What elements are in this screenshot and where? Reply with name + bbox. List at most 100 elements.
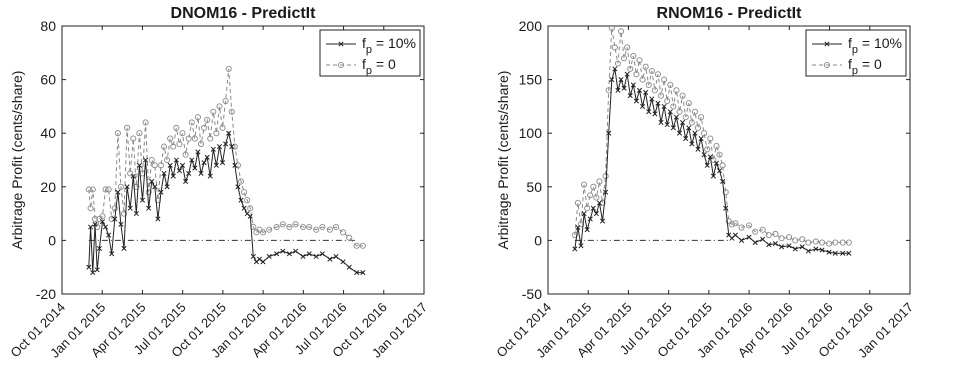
data-point	[670, 125, 676, 131]
data-point	[133, 211, 139, 217]
data-point	[120, 210, 128, 217]
data-point	[241, 189, 248, 196]
data-point	[813, 246, 819, 252]
data-point	[121, 245, 127, 251]
data-point	[587, 216, 593, 222]
data-point	[256, 256, 263, 262]
legend-swatch-marker	[823, 61, 831, 69]
data-point	[188, 119, 195, 126]
data-point	[142, 119, 149, 126]
data-point	[707, 154, 713, 160]
data-point	[197, 140, 205, 147]
y-tick-label: 60	[40, 72, 56, 88]
data-point	[645, 81, 652, 89]
data-point	[701, 130, 708, 137]
data-point	[792, 246, 798, 252]
data-point	[346, 264, 352, 270]
data-point	[602, 173, 609, 180]
data-point	[158, 189, 164, 195]
data-point	[657, 92, 665, 99]
data-point	[698, 136, 704, 142]
data-point	[596, 178, 603, 185]
data-point	[630, 82, 636, 88]
data-point	[114, 130, 121, 137]
data-point	[772, 241, 778, 247]
data-point	[673, 114, 679, 120]
data-point	[127, 170, 134, 177]
data-point	[577, 221, 585, 228]
data-point	[581, 211, 587, 217]
data-point	[198, 170, 204, 176]
data-point	[680, 119, 686, 126]
data-point	[313, 253, 319, 260]
data-point	[608, 26, 615, 32]
data-point	[237, 178, 245, 185]
data-point	[593, 211, 599, 217]
data-point	[112, 216, 118, 222]
data-point	[720, 178, 726, 184]
data-point	[590, 205, 596, 211]
data-point	[611, 44, 618, 51]
data-point	[772, 230, 779, 238]
data-point	[818, 239, 826, 246]
data-point	[621, 55, 628, 62]
data-point	[760, 236, 766, 242]
data-point	[624, 44, 631, 51]
data-point	[155, 216, 161, 222]
legend-label-rest: = 0	[372, 56, 396, 72]
data-point	[689, 141, 695, 147]
data-point	[655, 100, 661, 106]
data-point	[260, 259, 266, 265]
data-point	[210, 108, 217, 115]
y-tick-label: 50	[526, 179, 542, 195]
data-point	[713, 143, 720, 150]
data-point	[359, 242, 366, 249]
y-axis-label: Arbitrage Profit (cents/share)	[9, 71, 25, 250]
y-tick-label: 100	[519, 125, 543, 141]
data-point	[238, 197, 244, 203]
data-point	[306, 223, 313, 231]
chart-panel-dnom16: DNOM16 - PredictIt Arbitrage Profit (cent…	[7, 5, 430, 361]
data-point	[192, 165, 198, 171]
data-point	[799, 236, 806, 243]
legend-label-main: f	[362, 35, 366, 51]
data-point	[161, 170, 167, 176]
data-point	[266, 226, 273, 233]
data-point	[149, 178, 155, 184]
data-point	[581, 181, 588, 188]
legend-label-rest: = 10%	[372, 35, 416, 51]
data-point	[292, 221, 299, 228]
data-point	[812, 238, 819, 245]
data-point	[92, 221, 98, 227]
series-line-1	[88, 68, 363, 247]
data-point	[115, 189, 121, 195]
data-point	[679, 92, 686, 99]
data-point	[778, 235, 785, 242]
data-point	[826, 240, 833, 247]
data-point	[185, 135, 192, 142]
data-point	[167, 162, 173, 168]
data-point	[630, 52, 637, 60]
data-point	[250, 253, 256, 260]
legend-box	[805, 29, 907, 77]
data-point	[232, 162, 238, 168]
data-point	[279, 221, 286, 228]
data-point	[746, 234, 752, 240]
data-point	[652, 111, 658, 117]
data-point	[340, 229, 347, 236]
data-point	[572, 246, 578, 252]
data-point	[102, 186, 109, 193]
series-1	[571, 26, 852, 247]
data-point	[839, 239, 846, 246]
data-point	[716, 151, 723, 158]
legend-label-main: f	[848, 35, 852, 51]
legend-label-sub: p	[852, 65, 858, 77]
data-point	[723, 205, 729, 211]
data-point	[732, 232, 738, 238]
data-point	[235, 184, 241, 190]
data-point	[167, 135, 174, 142]
data-point	[785, 234, 793, 241]
data-point	[805, 239, 812, 246]
data-point	[313, 226, 320, 233]
data-point	[286, 223, 293, 231]
